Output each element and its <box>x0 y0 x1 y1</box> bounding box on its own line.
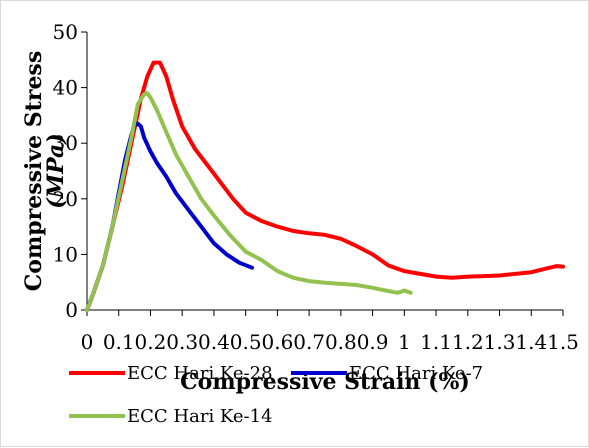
legend-label: ECC Hari Ke-14 <box>127 406 273 427</box>
y-tick-label: 50 <box>53 20 78 44</box>
y-tick-label: 10 <box>53 242 78 266</box>
x-tick-label: 0.9 <box>357 330 389 354</box>
series-line <box>85 60 565 312</box>
x-tick-label: 1.2 <box>452 330 484 354</box>
series-line <box>85 91 413 312</box>
legend: ECC Hari Ke-28 ECC Hari Ke-7 ECC Hari Ke-1… <box>69 363 483 427</box>
x-tick-label: 1.3 <box>484 330 516 354</box>
x-tick-label: 0 <box>81 330 94 354</box>
x-tick-label: 0.3 <box>166 330 198 354</box>
series-line <box>85 121 254 312</box>
x-tick-label: 0.2 <box>135 330 167 354</box>
x-tick-label: 0.7 <box>293 330 325 354</box>
x-tick-label: 1 <box>398 330 411 354</box>
x-tick-label: 0.4 <box>198 330 230 354</box>
y-tick-label: 40 <box>53 76 78 100</box>
legend-label: ECC Hari Ke-7 <box>349 363 483 384</box>
x-tick-label: 0.6 <box>261 330 293 354</box>
legend-label: ECC Hari Ke-28 <box>127 363 273 384</box>
y-tick-label: 0 <box>65 298 78 322</box>
x-tick-label: 1.4 <box>515 330 547 354</box>
x-tick-label: 1.5 <box>547 330 579 354</box>
y-tick-label: 30 <box>53 131 78 155</box>
x-tick-label: 0.5 <box>230 330 262 354</box>
y-axis-title: Compressive Stress <box>21 51 47 291</box>
y-tick-label: 20 <box>53 187 78 211</box>
x-tick-label: 0.1 <box>103 330 135 354</box>
x-tick-label: 0.8 <box>325 330 357 354</box>
y-axis-unit: (MPa) <box>43 133 69 208</box>
x-tick-label: 1.1 <box>420 330 452 354</box>
plot-area: 0 10 20 30 40 50 0 0.1 0.2 0.3 0.4 0.5 0.6 0.7 0.8 0.9 1… <box>53 20 579 354</box>
